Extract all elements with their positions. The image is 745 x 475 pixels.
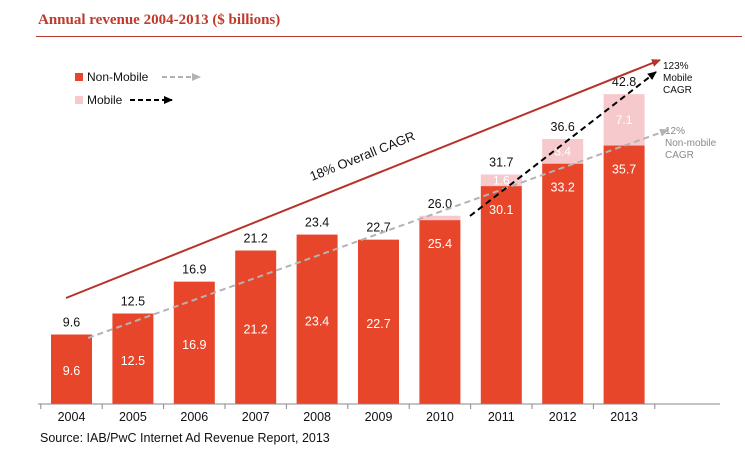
title-divider: [36, 36, 742, 37]
x-tick-label: 2013: [610, 410, 638, 424]
bar-value-non-mobile: 22.7: [366, 317, 390, 331]
bar-value-mobile: 1.6: [493, 173, 510, 187]
x-tick-label: 2004: [58, 410, 86, 424]
bar-total-label: 9.6: [63, 315, 80, 329]
bar-total-label: 42.8: [612, 75, 636, 89]
bar-value-mobile: 7.1: [616, 113, 633, 127]
bar-total-label: 23.4: [305, 216, 329, 230]
x-tick-label: 2008: [303, 410, 331, 424]
bar-total-label: 16.9: [182, 263, 206, 277]
chart-title: Annual revenue 2004-2013 ($ billions): [38, 12, 281, 28]
bar-non-mobile-2007: [235, 250, 277, 404]
svg-text:12% Non-mobile CAGR: 12% Non-mobile CAGR: [665, 126, 719, 161]
bar-total-label: 22.7: [366, 221, 390, 235]
non-mobile-trend-arrow: [87, 128, 669, 339]
bar-non-mobile-2005: [112, 313, 154, 404]
bar-non-mobile-2009: [358, 239, 399, 404]
bar-non-mobile-2012: [542, 163, 584, 404]
bar-mobile-2011: [480, 174, 522, 187]
bar-value-non-mobile: 21.2: [244, 322, 268, 336]
legend-label-mobile: Mobile: [87, 93, 123, 107]
mobile-cagr-pct: 123%: [663, 61, 689, 72]
bar-total-label: 36.6: [551, 120, 575, 134]
mobile-cagr-name: Mobile: [663, 73, 693, 84]
bar-non-mobile-2006: [173, 281, 215, 404]
bar-value-non-mobile: 23.4: [305, 314, 329, 328]
x-tick-label: 2009: [365, 410, 393, 424]
bar-mobile-2013: [603, 94, 645, 146]
source-note: Source: IAB/PwC Internet Ad Revenue Repo…: [40, 431, 330, 445]
bar-mobile-2010: [419, 215, 461, 221]
x-tick-label: 2011: [488, 410, 515, 424]
bar-mobile-2012: [542, 139, 584, 164]
mobile-cagr-word: CAGR: [663, 85, 692, 96]
bar-value-non-mobile: 35.7: [612, 163, 636, 177]
x-tick-label: 2007: [242, 410, 270, 424]
legend-swatch-non-mobile: [75, 73, 83, 81]
bar-non-mobile-2010: [419, 220, 461, 404]
overall-cagr-arrow: [65, 59, 661, 299]
legend: Non-Mobile Mobile: [75, 70, 201, 107]
bar-non-mobile-2008: [296, 234, 338, 404]
x-tick-label: 2006: [180, 410, 208, 424]
bar-value-non-mobile: 30.1: [489, 203, 513, 217]
bar-non-mobile-2004: [51, 334, 92, 404]
non-mobile-cagr-word: CAGR: [665, 150, 694, 161]
bar-total-label: 12.5: [121, 295, 145, 309]
non-mobile-cagr-name: Non-mobile: [665, 138, 717, 149]
svg-text:123% Mobile CAGR: 123% Mobile CAGR: [663, 61, 695, 96]
bar-total-label: 21.2: [244, 232, 268, 246]
non-mobile-cagr-pct: 12%: [665, 126, 685, 137]
bar-total-label: 31.7: [489, 155, 513, 169]
bar-non-mobile-2011: [480, 186, 522, 404]
legend-swatch-mobile: [75, 96, 83, 104]
bar-value-non-mobile: 16.9: [182, 338, 206, 352]
legend-label-non-mobile: Non-Mobile: [87, 70, 149, 84]
bar-total-label: 26.0: [428, 197, 452, 211]
overall-cagr-label: 18% Overall CAGR: [308, 128, 418, 184]
x-tick-label: 2005: [119, 410, 147, 424]
bar-non-mobile-2013: [603, 145, 645, 405]
bar-value-non-mobile: 33.2: [551, 181, 575, 195]
bar-value-non-mobile: 12.5: [121, 354, 145, 368]
bar-value-non-mobile: 9.6: [63, 364, 80, 378]
bars-layer: 9.6 9.6 12.5 12.5 16.9 16.9 21.2 21.2 23.4 23.4 22…: [51, 75, 645, 405]
x-axis-ticks: 2004 2005 2006 2007 2008 2009 2010 2011 2012 2013: [40, 404, 656, 424]
bar-value-mobile: 3.4: [554, 144, 571, 158]
x-tick-label: 2012: [549, 410, 577, 424]
bar-value-non-mobile: 25.4: [428, 237, 452, 251]
x-tick-label: 2010: [426, 410, 454, 424]
